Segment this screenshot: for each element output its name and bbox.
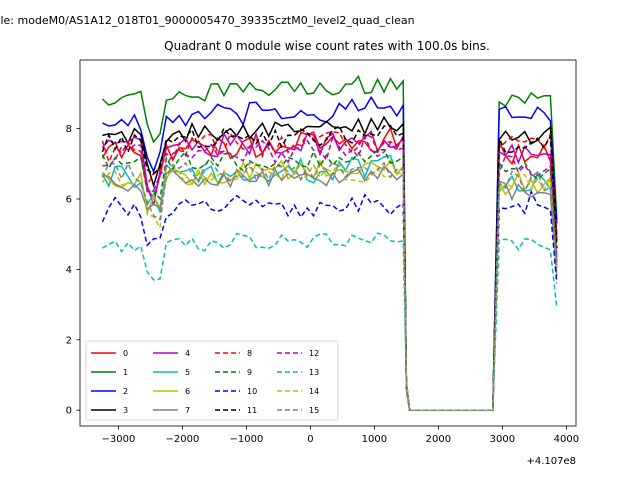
x-tick-label: 3000 [490,434,515,445]
series-line-10 [101,189,558,411]
x-tick-label: −2000 [165,434,199,445]
legend-label-6: 6 [185,387,190,396]
legend-label-9: 9 [247,368,252,377]
legend-label-7: 7 [185,406,190,415]
x-tick-label: −1000 [229,434,263,445]
legend-label-1: 1 [123,368,128,377]
series-line-15 [101,160,558,411]
x-offset-label: +4.107e8 [526,456,576,467]
series-lines [101,74,558,411]
series-line-13 [102,232,558,411]
legend-label-10: 10 [247,387,257,396]
x-tick-label: 4000 [554,434,579,445]
y-tick-label: 6 [66,195,72,206]
x-tick-label: −3000 [101,434,135,445]
legend-label-4: 4 [185,349,190,358]
axes: −3000 −2000 −1000 0 1000 2000 3000 4000 0 2 4 6 8 +4.… [66,124,580,467]
legend-label-5: 5 [185,368,190,377]
y-tick-label: 8 [66,124,72,135]
legend-label-12: 12 [309,349,319,358]
x-tick-label: 2000 [426,434,451,445]
x-tick-label: 0 [307,434,313,445]
legend-box [85,340,339,421]
legend-label-0: 0 [123,349,128,358]
legend-label-11: 11 [247,406,257,415]
y-tick-label: 0 [66,406,72,417]
legend-label-15: 15 [309,406,319,415]
legend-label-3: 3 [123,406,128,415]
legend-label-14: 14 [309,387,319,396]
legend-label-13: 13 [309,368,319,377]
y-tick-label: 2 [66,335,72,346]
legend-label-2: 2 [123,387,128,396]
y-tick-label: 4 [66,265,72,276]
chart-subtitle: in file: modeM0/AS1A12_018T01_9000005470… [0,14,415,27]
x-tick-label: 1000 [362,434,387,445]
legend-label-8: 8 [247,349,252,358]
chart-title: Quadrant 0 module wise count rates with … [164,39,490,53]
series-line-8 [101,130,558,411]
